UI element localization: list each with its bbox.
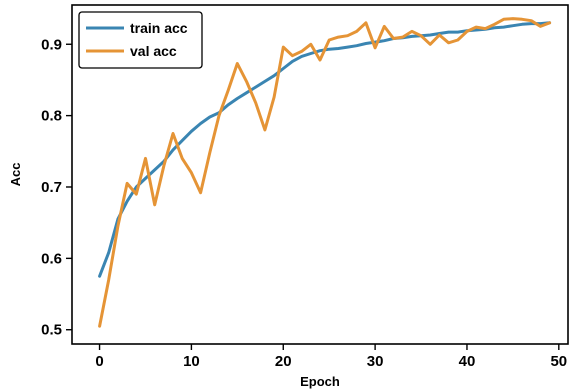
plot-area-frame (71, 4, 569, 345)
x-tick-label: 50 (550, 353, 567, 370)
legend-box (78, 11, 203, 69)
y-tick-label: 0.5 (41, 322, 62, 339)
legend-label-train-acc: train acc (130, 20, 188, 36)
y-tick-label: 0.9 (41, 36, 62, 53)
series-line-val-acc (98, 17, 552, 328)
y-tick-label: 0.8 (41, 108, 62, 125)
x-tick-label: 30 (367, 353, 384, 370)
axis-ticks: 0 10 20 30 40 50 0.5 0.6 0.7 0.8 0.9 (41, 36, 567, 370)
legend-label-val-acc: val acc (130, 43, 177, 59)
x-tick-label: 20 (275, 353, 292, 370)
y-axis-label: Acc (8, 163, 23, 187)
x-tick-label: 40 (459, 353, 476, 370)
x-tick-label: 0 (95, 353, 103, 370)
y-tick-label: 0.7 (41, 179, 62, 196)
x-tick-label: 10 (183, 353, 200, 370)
x-axis-label: Epoch (300, 374, 340, 389)
legend: train acc val acc (78, 11, 203, 69)
series-lines (98, 17, 552, 328)
y-tick-label: 0.6 (41, 250, 62, 267)
